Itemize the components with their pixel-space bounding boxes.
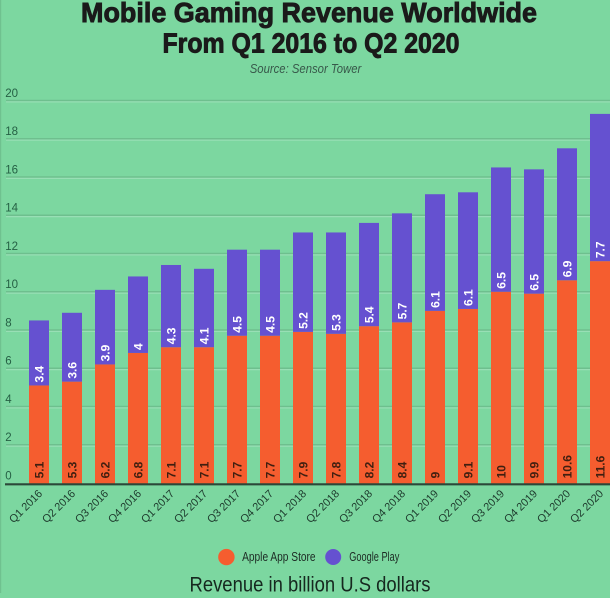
svg-text:6.8: 6.8 [131, 461, 145, 478]
svg-text:0: 0 [5, 470, 11, 482]
svg-text:10.6: 10.6 [560, 455, 574, 479]
svg-text:5.1: 5.1 [32, 461, 46, 478]
svg-text:9: 9 [428, 471, 442, 478]
svg-text:8.2: 8.2 [362, 461, 376, 478]
svg-text:9.9: 9.9 [527, 461, 541, 478]
svg-text:From Q1 2016 to Q2 2020: From Q1 2016 to Q2 2020 [163, 27, 460, 58]
svg-text:Source: Sensor Tower: Source: Sensor Tower [250, 61, 362, 76]
svg-text:5.3: 5.3 [329, 314, 343, 331]
svg-text:10: 10 [494, 465, 508, 479]
svg-text:5.4: 5.4 [362, 306, 376, 323]
svg-text:4.5: 4.5 [230, 316, 244, 333]
svg-text:14: 14 [5, 203, 18, 215]
svg-text:7.7: 7.7 [263, 461, 277, 478]
svg-text:3.9: 3.9 [98, 344, 112, 361]
svg-text:18: 18 [5, 126, 18, 138]
svg-text:3.6: 3.6 [65, 362, 79, 379]
svg-text:4.5: 4.5 [263, 316, 277, 333]
svg-text:4: 4 [131, 343, 145, 350]
svg-text:10: 10 [5, 279, 18, 291]
svg-text:Mobile Gaming Revenue Worldwid: Mobile Gaming Revenue Worldwide [81, 0, 537, 28]
svg-text:7.1: 7.1 [197, 461, 211, 478]
svg-text:7.1: 7.1 [164, 461, 178, 478]
svg-text:6.5: 6.5 [527, 274, 541, 291]
svg-text:4: 4 [5, 394, 12, 406]
svg-text:6.5: 6.5 [494, 272, 508, 289]
svg-text:5.7: 5.7 [395, 302, 409, 319]
svg-text:20: 20 [5, 88, 18, 100]
svg-text:8.4: 8.4 [395, 461, 409, 478]
svg-text:Revenue in billion U.S dollars: Revenue in billion U.S dollars [190, 573, 431, 594]
svg-text:9.1: 9.1 [461, 461, 475, 478]
svg-text:6.1: 6.1 [428, 291, 442, 308]
svg-text:6.2: 6.2 [98, 461, 112, 478]
svg-text:8: 8 [5, 317, 11, 329]
svg-text:11.6: 11.6 [593, 455, 607, 478]
svg-text:6.9: 6.9 [560, 260, 574, 277]
svg-text:5.2: 5.2 [296, 312, 310, 329]
svg-text:7.7: 7.7 [593, 241, 607, 258]
svg-text:7.7: 7.7 [230, 461, 244, 478]
svg-text:2: 2 [5, 432, 11, 444]
svg-text:3.4: 3.4 [32, 365, 46, 382]
svg-text:12: 12 [5, 241, 18, 253]
svg-text:Apple App Store: Apple App Store [242, 549, 316, 564]
svg-text:4.1: 4.1 [197, 327, 211, 344]
svg-text:16: 16 [5, 164, 18, 176]
svg-text:7.8: 7.8 [329, 461, 343, 478]
svg-text:6.1: 6.1 [461, 289, 475, 306]
svg-text:5.3: 5.3 [65, 461, 79, 478]
svg-text:7.9: 7.9 [296, 461, 310, 478]
svg-text:Google Play: Google Play [349, 549, 399, 564]
svg-text:6: 6 [5, 356, 11, 368]
svg-text:4.3: 4.3 [164, 327, 178, 344]
